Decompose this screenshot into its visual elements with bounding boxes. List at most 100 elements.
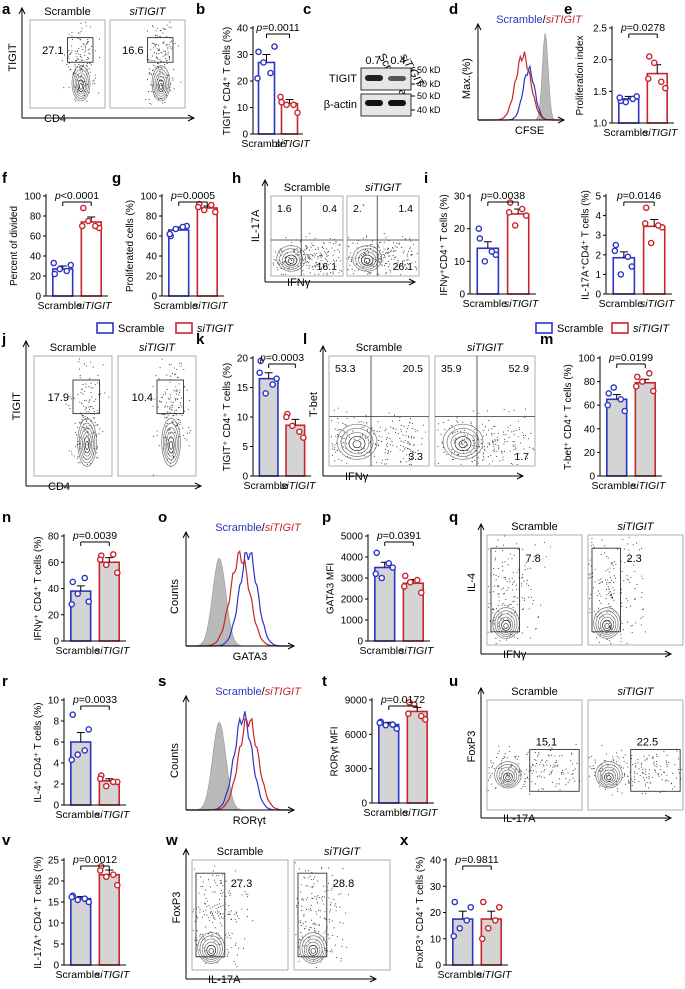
data-point	[389, 721, 397, 728]
contour-ring	[201, 938, 221, 960]
quadrant-value-ur: 52.9	[509, 363, 530, 375]
event-dot	[377, 445, 380, 447]
event-dot	[347, 258, 349, 260]
event-dot	[512, 606, 514, 609]
event-dot	[609, 581, 611, 584]
event-dot	[626, 762, 628, 764]
event-dot	[628, 558, 630, 560]
x-label-scramble: Scramble	[463, 298, 508, 310]
event-dot	[482, 435, 484, 437]
data-point	[85, 898, 93, 906]
y-tick-label: 40	[48, 584, 60, 595]
event-dot	[295, 253, 297, 255]
event-dot	[214, 905, 216, 907]
event-dot	[645, 773, 647, 776]
contour-ring	[496, 613, 516, 635]
contour-ring	[604, 772, 614, 782]
event-dot	[152, 47, 154, 49]
event-dot	[400, 445, 402, 447]
data-point	[604, 401, 612, 409]
event-dot	[379, 426, 381, 428]
event-dot	[328, 918, 330, 920]
legend-part: siTIGIT	[265, 522, 302, 534]
event-dot	[438, 462, 440, 465]
event-dot	[156, 430, 158, 432]
event-dot	[87, 72, 89, 74]
event-dot	[154, 44, 156, 46]
axis-y-arrow	[182, 847, 190, 856]
data-point	[406, 578, 414, 586]
event-dot	[464, 445, 466, 447]
event-dot	[342, 939, 344, 941]
event-dot	[305, 885, 307, 887]
event-dot	[510, 633, 512, 635]
contour-ring	[285, 254, 298, 266]
event-dot	[88, 401, 90, 403]
event-dot	[644, 759, 646, 761]
event-dot	[81, 419, 83, 421]
event-dot	[160, 401, 162, 403]
blot-label-tigit: TIGIT	[329, 73, 357, 85]
contour-ring	[348, 436, 366, 451]
p-value: p=0.9811	[454, 854, 498, 866]
event-dot	[524, 781, 526, 783]
event-dot	[161, 358, 163, 360]
event-dot	[635, 765, 637, 767]
contour-ring	[282, 251, 301, 268]
event-dot	[303, 914, 305, 916]
event-dot	[197, 917, 199, 919]
event-dot	[485, 434, 488, 436]
event-dot	[521, 431, 523, 433]
data-point	[605, 390, 613, 397]
event-dot	[339, 269, 341, 271]
event-dot	[326, 274, 328, 276]
event-dot	[570, 760, 572, 762]
event-dot	[616, 752, 618, 754]
event-dot	[96, 424, 98, 426]
event-dot	[593, 610, 595, 613]
bar-sitigit	[634, 381, 656, 477]
event-dot	[391, 440, 393, 442]
data-point	[283, 413, 290, 421]
event-dot	[600, 553, 602, 555]
event-dot	[74, 69, 76, 71]
event-dot	[172, 404, 174, 406]
gate-box	[630, 749, 681, 792]
event-dot	[78, 86, 80, 88]
event-dot	[508, 605, 510, 607]
event-dot	[210, 910, 212, 913]
data-point	[207, 201, 215, 209]
event-dot	[598, 583, 600, 585]
event-dot	[651, 757, 653, 759]
event-dot	[381, 436, 383, 438]
event-dot	[604, 545, 606, 547]
event-dot	[488, 442, 491, 444]
panel-letter-q: q	[449, 509, 458, 526]
event-dot	[168, 26, 170, 28]
contour-ring	[458, 440, 468, 449]
event-dot	[634, 588, 636, 590]
event-dot	[167, 397, 169, 400]
event-dot	[327, 889, 329, 891]
p-value: p=0.0199	[608, 352, 653, 364]
event-dot	[165, 77, 167, 79]
event-dot	[514, 441, 516, 443]
event-dot	[92, 366, 94, 368]
event-dot	[362, 237, 365, 239]
event-dot	[487, 631, 489, 633]
event-dot	[167, 458, 169, 460]
event-dot	[152, 26, 154, 28]
panel-letter-d: d	[449, 1, 458, 18]
event-dot	[149, 103, 151, 105]
event-dot	[215, 907, 217, 910]
event-dot	[371, 263, 373, 265]
event-dot	[82, 77, 84, 79]
event-dot	[330, 904, 332, 906]
event-dot	[348, 237, 350, 239]
event-dot	[157, 84, 159, 86]
p-symbol: p	[72, 694, 79, 706]
x-label-scramble: Scramble	[38, 300, 83, 312]
event-dot	[83, 430, 86, 432]
